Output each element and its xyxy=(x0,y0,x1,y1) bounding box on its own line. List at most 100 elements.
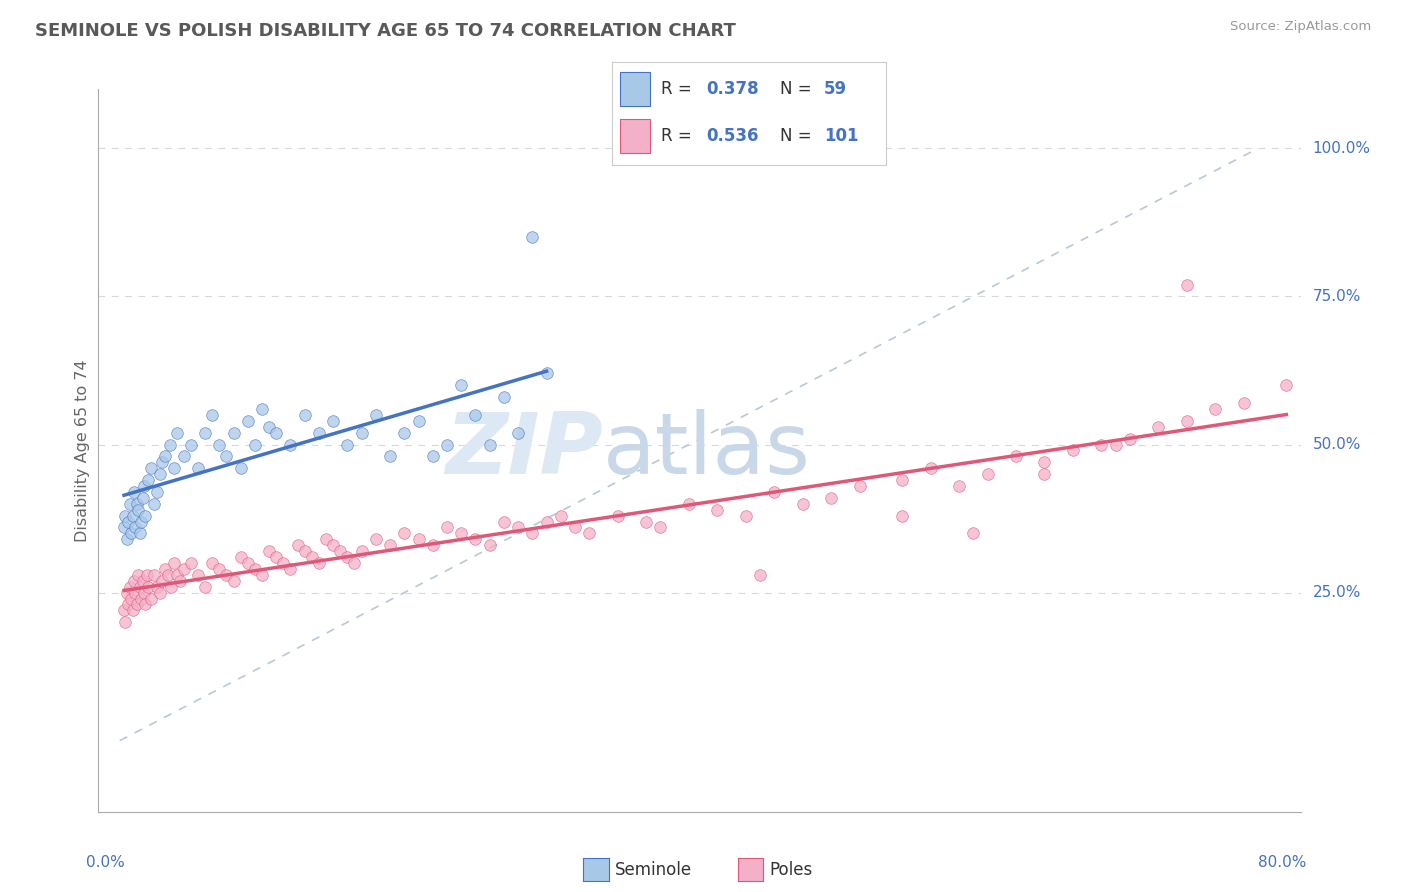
Point xyxy=(422,538,444,552)
Point xyxy=(121,603,143,617)
Text: 0.536: 0.536 xyxy=(706,127,759,145)
Point xyxy=(187,461,209,475)
Point xyxy=(149,467,172,482)
Point xyxy=(229,461,252,475)
Point xyxy=(155,450,177,464)
Point xyxy=(408,414,430,428)
Point xyxy=(948,479,970,493)
Point xyxy=(139,591,162,606)
Point xyxy=(129,515,152,529)
Point xyxy=(322,538,344,552)
Point xyxy=(422,450,444,464)
Point xyxy=(128,580,150,594)
Text: ZIP: ZIP xyxy=(446,409,603,492)
Point xyxy=(243,562,266,576)
Point xyxy=(145,580,167,594)
Point xyxy=(1233,396,1256,410)
FancyBboxPatch shape xyxy=(620,119,650,153)
Text: 50.0%: 50.0% xyxy=(1313,437,1361,452)
Point xyxy=(257,544,280,558)
Point xyxy=(706,502,728,516)
Point xyxy=(229,550,252,565)
Point xyxy=(492,515,515,529)
Point xyxy=(678,497,700,511)
Point xyxy=(114,615,136,630)
Point xyxy=(135,567,157,582)
Point xyxy=(308,425,330,440)
Point xyxy=(131,491,153,505)
Point xyxy=(734,508,756,523)
Text: 80.0%: 80.0% xyxy=(1258,855,1306,870)
Point xyxy=(145,484,167,499)
Point xyxy=(329,544,352,558)
Point xyxy=(115,533,138,547)
Point xyxy=(128,526,150,541)
Point xyxy=(134,598,156,612)
Point xyxy=(114,508,136,523)
Point xyxy=(436,437,458,451)
Point xyxy=(152,574,174,588)
Point xyxy=(180,437,202,451)
Point xyxy=(394,425,416,440)
Point xyxy=(650,520,672,534)
Point xyxy=(478,437,501,451)
Point xyxy=(132,479,155,493)
Point xyxy=(464,533,486,547)
Point xyxy=(522,526,544,541)
Point xyxy=(962,526,984,541)
Point xyxy=(1275,378,1298,392)
Point xyxy=(215,567,238,582)
Point xyxy=(492,390,515,404)
Point xyxy=(749,567,772,582)
Text: 0.378: 0.378 xyxy=(706,79,759,97)
Point xyxy=(450,378,472,392)
Point xyxy=(1175,414,1198,428)
Point xyxy=(125,598,148,612)
Point xyxy=(142,497,165,511)
Point xyxy=(127,502,149,516)
Point xyxy=(160,580,183,594)
Point xyxy=(250,402,273,417)
Point xyxy=(142,567,165,582)
Point xyxy=(201,408,224,422)
Point xyxy=(378,450,401,464)
Point xyxy=(315,533,337,547)
Point xyxy=(131,574,153,588)
Point xyxy=(464,408,486,422)
Text: 75.0%: 75.0% xyxy=(1313,289,1361,304)
Text: Source: ZipAtlas.com: Source: ZipAtlas.com xyxy=(1230,20,1371,33)
Point xyxy=(606,508,628,523)
Point xyxy=(450,526,472,541)
Text: N =: N = xyxy=(780,127,817,145)
Text: Poles: Poles xyxy=(769,861,813,879)
Text: SEMINOLE VS POLISH DISABILITY AGE 65 TO 74 CORRELATION CHART: SEMINOLE VS POLISH DISABILITY AGE 65 TO … xyxy=(35,22,735,40)
Point xyxy=(187,567,209,582)
Point xyxy=(115,585,138,599)
Point xyxy=(222,425,245,440)
Point xyxy=(159,437,181,451)
Point xyxy=(163,556,186,570)
Point xyxy=(1062,443,1084,458)
Point xyxy=(792,497,814,511)
Point xyxy=(152,455,174,469)
Text: 0.0%: 0.0% xyxy=(86,855,125,870)
Text: R =: R = xyxy=(661,79,697,97)
Point xyxy=(236,556,259,570)
Point xyxy=(336,550,359,565)
Point xyxy=(1090,437,1112,451)
Point xyxy=(350,544,373,558)
Point xyxy=(122,484,145,499)
Point xyxy=(112,520,135,534)
Point xyxy=(208,562,231,576)
Point xyxy=(222,574,245,588)
Point xyxy=(136,580,159,594)
Point xyxy=(478,538,501,552)
Point xyxy=(215,450,238,464)
Text: N =: N = xyxy=(780,79,817,97)
Point xyxy=(132,585,155,599)
Point xyxy=(1204,402,1226,417)
Point xyxy=(920,461,942,475)
Point xyxy=(506,520,529,534)
Point xyxy=(136,473,159,487)
Point xyxy=(364,408,387,422)
